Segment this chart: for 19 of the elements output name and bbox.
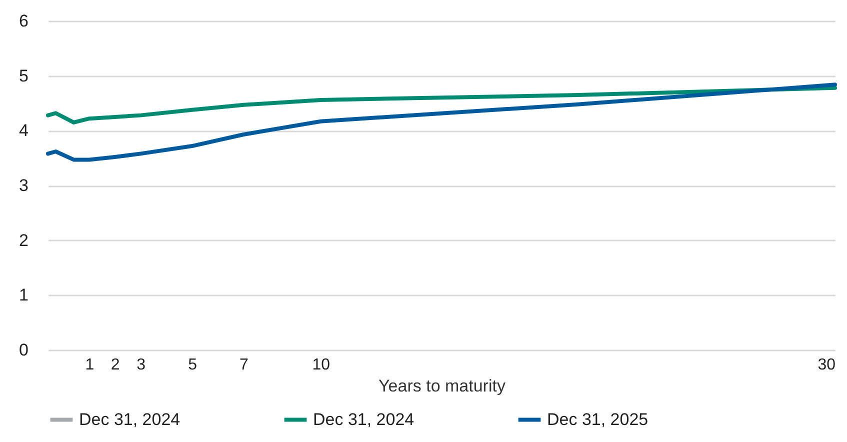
y-tick-label: 1 [19, 286, 28, 305]
x-tick-label: 5 [188, 356, 198, 374]
legend-label: Dec 31, 2025 [547, 410, 648, 429]
legend-label: Dec 31, 2024 [313, 410, 414, 429]
x-tick-label: 10 [312, 356, 330, 374]
legend-label: Dec 31, 2024 [79, 410, 180, 429]
y-tick-label: 6 [19, 12, 28, 30]
y-tick-label: 4 [19, 121, 28, 140]
y-tick-label: 3 [19, 176, 28, 195]
x-tick-label: 30 [818, 356, 836, 374]
y-tick-label: 5 [19, 66, 28, 86]
y-tick-label: 0 [19, 340, 28, 360]
x-tick-label: 3 [136, 356, 146, 374]
x-tick-label: 2 [110, 356, 120, 374]
y-tick-label: 2 [19, 230, 28, 250]
x-tick-label: 7 [240, 356, 249, 374]
x-tick-label: 1 [85, 356, 94, 374]
line-series [46, 82, 837, 162]
x-axis-title: Years to maturity [378, 376, 506, 396]
